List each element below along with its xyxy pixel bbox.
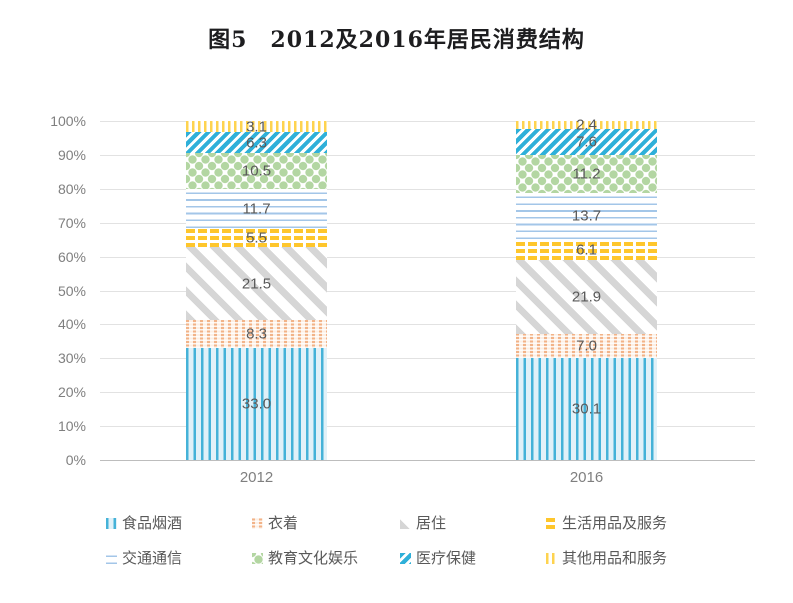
- gridline: [100, 222, 755, 224]
- gridline: [100, 290, 755, 292]
- bar-segment: 6.1: [516, 239, 657, 260]
- legend-label: 交通通信: [122, 549, 183, 567]
- bar-segment-value: 11.7: [242, 200, 271, 218]
- bar-segment-value: 8.3: [246, 325, 267, 343]
- x-axis-tick-label: 2012: [239, 469, 274, 486]
- legend-item: 教育文化娱乐: [252, 549, 359, 567]
- bar-segment: 10.5: [186, 153, 327, 189]
- bar-segment-value: 3.1: [246, 118, 267, 136]
- legend-label: 教育文化娱乐: [268, 549, 359, 567]
- legend-label: 居住: [416, 514, 447, 532]
- bar-segment: 5.5: [186, 228, 327, 248]
- chart-title: 图5 2012及2016年居民消费结构: [208, 27, 585, 53]
- legend-label: 其他用品和服务: [562, 549, 668, 567]
- gridline: [100, 358, 755, 360]
- y-axis-tick-label: 70%: [57, 214, 86, 231]
- legend-pattern-icon: [252, 552, 263, 564]
- bar-segment: 21.5: [186, 247, 327, 320]
- bar-segment-value: 10.5: [241, 162, 272, 180]
- y-axis-tick-label: 60%: [57, 248, 86, 265]
- legend-pattern-icon: [106, 552, 117, 564]
- y-axis-tick-label: 30%: [57, 350, 86, 367]
- bar-segment: 11.7: [186, 188, 327, 229]
- legend-pattern-icon: [400, 517, 411, 529]
- bar-segment-value: 5.5: [246, 229, 267, 247]
- y-axis-tick-label: 50%: [57, 282, 86, 299]
- y-axis-tick-label: 100%: [50, 113, 86, 129]
- y-axis-tick-label: 80%: [57, 180, 86, 197]
- bar-segment: 21.9: [516, 260, 657, 335]
- gridline: [100, 324, 755, 326]
- x-axis-tick-label: 2016: [569, 469, 604, 486]
- bar-segment-value: 6.1: [576, 241, 597, 259]
- x-axis-line: [100, 460, 755, 461]
- gridline: [100, 154, 755, 156]
- gridline: [100, 121, 755, 122]
- gridline: [100, 426, 755, 428]
- legend-item: 生活用品及服务: [546, 514, 668, 532]
- legend-label: 生活用品及服务: [562, 514, 668, 532]
- legend-item: 医疗保健: [400, 549, 477, 567]
- legend-pattern-icon: [106, 517, 117, 529]
- y-axis-tick-label: 10%: [57, 418, 86, 435]
- bar-segment: 3.1: [186, 119, 327, 134]
- gridline: [100, 392, 755, 394]
- bar-segment: 33.0: [186, 348, 327, 460]
- bar-segment-value: 7.6: [576, 133, 597, 151]
- bar-segment: 7.0: [516, 334, 657, 358]
- legend-item: 食品烟酒: [106, 514, 183, 532]
- legend-item: 其他用品和服务: [546, 549, 668, 567]
- bar-segment-value: 6.3: [246, 134, 267, 152]
- y-axis-tick-label: 90%: [57, 146, 86, 163]
- bar-segment-value: 13.7: [571, 207, 602, 225]
- bar-segment-value: 33.0: [241, 395, 272, 413]
- y-axis-tick-label: 0%: [65, 452, 86, 468]
- gridline: [100, 188, 755, 190]
- bar-segment-value: 30.1: [571, 400, 602, 418]
- legend-item: 交通通信: [106, 549, 183, 567]
- legend-pattern-icon: [546, 552, 557, 564]
- bar-segment-value: 11.2: [572, 165, 601, 183]
- stacked-bar-2016: 30.1 7.0 21.9 6.1 13.7 11.2 7.6 2.4: [516, 118, 657, 460]
- bar-segment: 2.4: [516, 118, 657, 133]
- legend-pattern-icon: [400, 552, 411, 564]
- legend-pattern-icon: [252, 517, 263, 529]
- bar-segment: 7.6: [516, 129, 657, 155]
- y-axis-tick-label: 40%: [57, 316, 86, 333]
- bar-segment: 8.3: [186, 320, 327, 349]
- stacked-bar-2012: 33.0 8.3 21.5 5.5 11.7 10.5 6.3 3.1: [186, 119, 327, 460]
- legend-label: 食品烟酒: [122, 514, 183, 532]
- gridline: [100, 256, 755, 258]
- bar-segment-value: 21.9: [571, 288, 602, 306]
- legend-item: 居住: [400, 514, 447, 532]
- y-axis-tick-label: 20%: [57, 384, 86, 401]
- bar-segment: 6.3: [186, 131, 327, 154]
- bar-segment-value: 7.0: [576, 337, 597, 355]
- legend-pattern-icon: [546, 517, 557, 529]
- bar-segment-value: 2.4: [576, 116, 597, 134]
- bar-segment: 30.1: [516, 357, 657, 460]
- bar-segment: 13.7: [516, 192, 657, 240]
- legend-item: 衣着: [252, 514, 299, 532]
- legend-label: 医疗保健: [416, 549, 477, 567]
- bar-segment-value: 21.5: [241, 275, 272, 293]
- bar-segment: 11.2: [516, 154, 657, 193]
- legend-label: 衣着: [268, 514, 299, 532]
